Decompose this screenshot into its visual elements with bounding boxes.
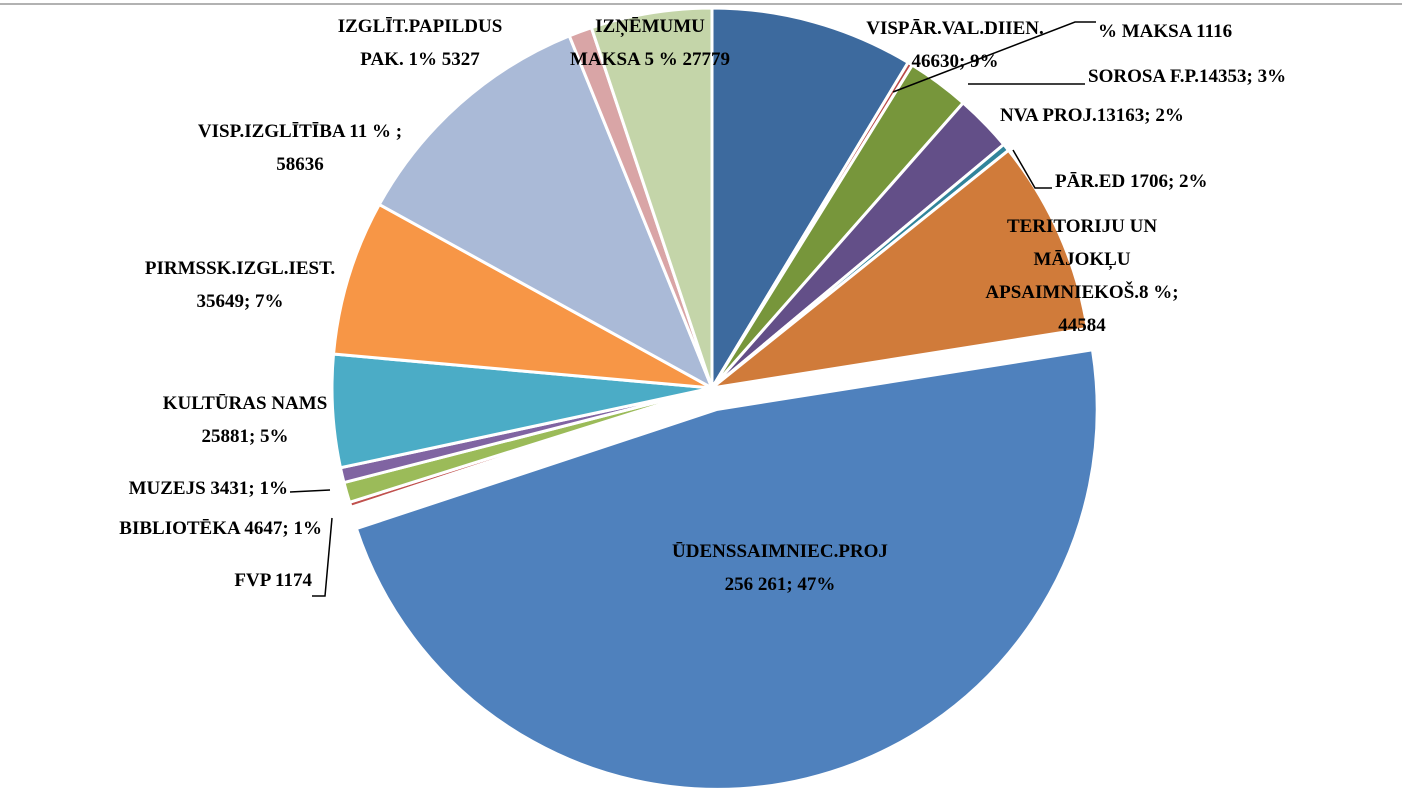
label-line: 256 261; 47%: [725, 574, 836, 595]
label-line: VISPĀR.VAL.DIIEN.: [866, 18, 1044, 39]
label-line: FVP 1174: [234, 570, 312, 591]
data-label: TERITORIJU UN MĀJOKĻU APSAIMNIEKOŠ.8 %; 445…: [985, 216, 1178, 336]
labels: VISPĀR.VAL.DIIEN. 46630; 9% % MAKSA 1116 SO…: [119, 16, 1286, 595]
label-line: 44584: [1058, 315, 1106, 336]
label-line: VISP.IZGLĪTĪBA 11 % ;: [198, 121, 402, 142]
label-line: 46630; 9%: [911, 51, 998, 72]
pie: [330, 6, 1099, 791]
leader-line: [1012, 149, 1052, 189]
data-label: KULTŪRAS NAMS 25881; 5%: [163, 393, 328, 447]
label-line: ŪDENSSAIMNIEC.PROJ: [672, 541, 888, 562]
label-line: IZGLĪT.PAPILDUS: [338, 16, 503, 37]
data-label: VISPĀR.VAL.DIIEN. 46630; 9%: [866, 18, 1044, 72]
label-line: 58636: [276, 154, 324, 175]
pie-slice: [589, 6, 714, 389]
data-label: PĀR.ED 1706; 2%: [1055, 171, 1208, 192]
pie-slice: [377, 33, 715, 392]
label-line: MAKSA 5 % 27779: [570, 49, 730, 70]
pie-slice: [706, 148, 1090, 391]
data-label: BIBLIOTĒKA 4647; 1%: [119, 518, 322, 539]
pie-slice: [354, 348, 1099, 791]
data-label: MUZEJS 3431; 1%: [129, 478, 288, 499]
leader-line: [289, 489, 331, 493]
leader-line: [892, 21, 1096, 93]
label-line: APSAIMNIEKOŠ.8 %;: [985, 281, 1178, 303]
label-line: KULTŪRAS NAMS: [163, 393, 328, 414]
pie-slice: [331, 202, 713, 390]
label-line: TERITORIJU UN: [1007, 216, 1157, 237]
data-label: FVP 1174: [234, 570, 312, 591]
data-label: % MAKSA 1116: [1098, 21, 1232, 42]
data-label: VISP.IZGLĪTĪBA 11 % ; 58636: [198, 121, 402, 175]
label-line: PAK. 1% 5327: [360, 49, 480, 70]
label-line: NVA PROJ.13163; 2%: [1000, 105, 1184, 126]
label-line: SOROSA F.P.14353; 3%: [1088, 66, 1286, 87]
label-line: % MAKSA 1116: [1098, 21, 1232, 42]
label-line: 35649; 7%: [196, 291, 283, 312]
label-line: PIRMSSK.IZGL.IEST.: [145, 258, 335, 279]
label-line: IZŅĒMUMU: [595, 16, 705, 37]
leader-line: [312, 517, 333, 597]
data-label: ŪDENSSAIMNIEC.PROJ 256 261; 47%: [672, 541, 888, 595]
label-line: MĀJOKĻU: [1033, 249, 1130, 270]
data-label: NVA PROJ.13163; 2%: [1000, 105, 1184, 126]
pie-slice: [710, 6, 911, 394]
label-line: PĀR.ED 1706; 2%: [1055, 171, 1208, 192]
data-label: SOROSA F.P.14353; 3%: [1088, 66, 1286, 87]
data-label: IZŅĒMUMU MAKSA 5 % 27779: [570, 16, 730, 70]
data-label: IZGLĪT.PAPILDUS PAK. 1% 5327: [338, 16, 503, 70]
label-line: MUZEJS 3431; 1%: [129, 478, 288, 499]
label-line: BIBLIOTĒKA 4647; 1%: [119, 518, 322, 539]
data-label: PIRMSSK.IZGL.IEST. 35649; 7%: [145, 258, 335, 312]
label-line: 25881; 5%: [201, 426, 288, 447]
